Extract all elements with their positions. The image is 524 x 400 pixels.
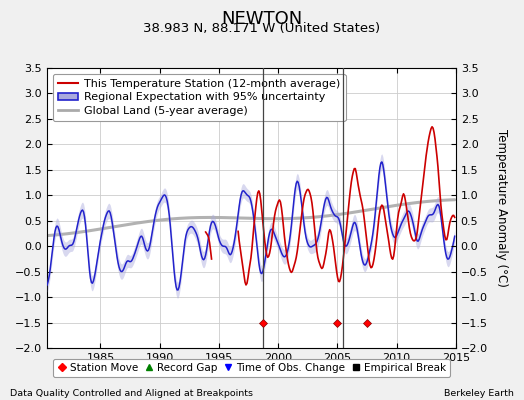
Text: 38.983 N, 88.171 W (United States): 38.983 N, 88.171 W (United States) xyxy=(144,22,380,35)
Legend: Station Move, Record Gap, Time of Obs. Change, Empirical Break: Station Move, Record Gap, Time of Obs. C… xyxy=(53,359,450,377)
Y-axis label: Temperature Anomaly (°C): Temperature Anomaly (°C) xyxy=(495,129,508,287)
Text: NEWTON: NEWTON xyxy=(221,10,303,28)
Text: Data Quality Controlled and Aligned at Breakpoints: Data Quality Controlled and Aligned at B… xyxy=(10,389,254,398)
Text: Berkeley Earth: Berkeley Earth xyxy=(444,389,514,398)
